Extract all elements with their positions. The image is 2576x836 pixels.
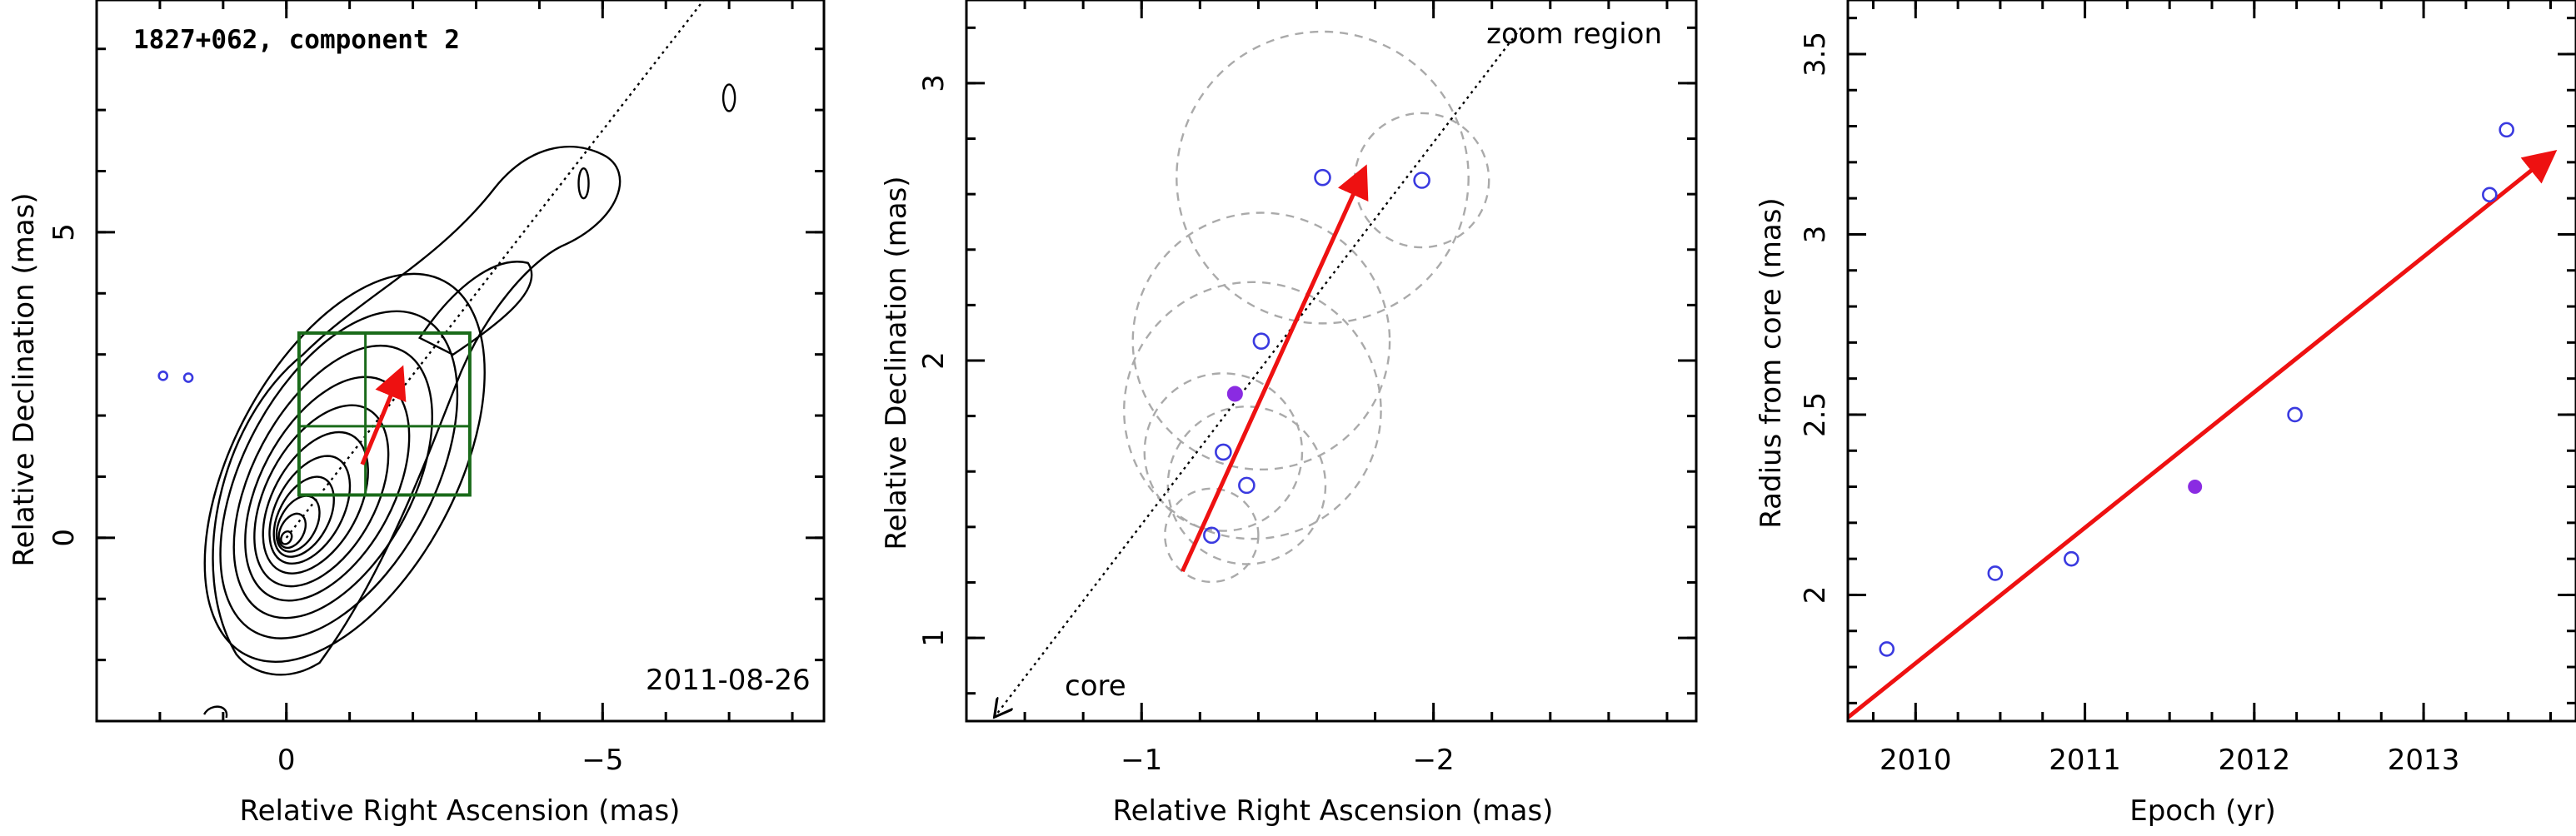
contour-jet [212,145,622,676]
panel-2-xlabel: Relative Right Ascension (mas) [1113,794,1554,828]
y-tick-label: 2 [917,351,951,370]
data-point [1314,168,1331,187]
contour-island [577,167,590,200]
panel-3-frame [1846,0,2576,723]
data-point [157,371,169,381]
panel-2-frame [965,0,1698,723]
uncertainty-circle [1123,281,1382,540]
panel-3-ylabel: Radius from core (mas) [1755,197,1788,528]
data-point [1203,526,1221,545]
uncertainty-circle [1143,372,1304,532]
contour-map [202,83,736,719]
y-tick-label: 1 [917,629,951,647]
y-tick-label: 2.5 [1799,392,1832,437]
motion-arrow [1181,164,1369,573]
panel-2: −1 −2 1 2 3 zoom region core Relative Right … [880,0,1698,828]
uncertainty-circle [1164,487,1260,584]
y-tick-label: 0 [47,529,81,547]
contour-level [280,530,293,545]
contour-level [253,404,390,588]
y-tick-label: 5 [47,223,81,241]
contour-level [232,344,433,620]
motion-arrow [360,365,407,465]
data-point [2499,122,2514,138]
contour-level [268,455,352,565]
panel-1: 0 −5 0 5 1827+062, component 2 2011-08-26 R… [7,0,826,828]
uncertainty-circle [1176,30,1470,325]
data-point [2287,406,2303,423]
panel-2-core-label: core [1065,669,1126,703]
contour-level [262,430,369,575]
contour-level [244,376,411,602]
trajectory-line [285,0,705,539]
trajectory-line [996,27,1522,715]
x-tick-label: 2013 [2388,744,2460,777]
panel-2-zoom-label: zoom region [1486,17,1662,51]
x-tick-label: −5 [582,744,623,777]
x-tick-label: 0 [277,744,296,777]
x-tick-label: 2011 [2049,744,2121,777]
panel-1-title: 1827+062, component 2 [133,25,460,55]
uncertainty-circle [1131,211,1391,471]
contour-level [203,272,486,663]
y-tick-label: 3 [1799,226,1832,244]
panel-1-frame [95,0,826,723]
panel-1-date: 2011-08-26 [646,664,811,697]
contour-level [277,512,307,550]
panel-1-ylabel: Relative Declination (mas) [7,192,41,566]
data-point [1238,476,1256,495]
data-point [1879,641,1895,657]
data-point [1413,172,1430,189]
contour-island [721,83,736,112]
data-point-filled [1226,386,1243,402]
panel-1-xlabel: Relative Right Ascension (mas) [240,794,681,828]
contour-level [272,475,335,558]
contour-level [275,495,321,553]
contour-island [202,705,228,719]
uncertainty-circle [1166,406,1327,565]
data-point-filled [2188,480,2203,495]
data-point [1215,443,1232,461]
y-tick-label: 2 [1799,586,1832,605]
data-point [1987,565,2004,581]
data-point [1252,332,1271,350]
zoom-box [297,331,472,497]
fit-arrow [1846,149,2558,719]
x-tick-label: 2010 [1880,744,1952,777]
data-point [2482,187,2498,203]
panel-3: 2010 2011 2012 2013 2 2.5 3 3.5 Epoch (yr) Radi… [1755,0,2576,828]
data-point [2063,550,2079,567]
y-tick-label: 3 [917,74,951,92]
panel-2-ylabel: Relative Declination (mas) [880,176,913,550]
contour-knot [417,261,533,356]
x-tick-label: 2012 [2219,744,2291,777]
x-tick-label: −2 [1413,744,1455,777]
x-tick-label: −1 [1121,744,1162,777]
y-tick-label: 3.5 [1799,32,1832,77]
contour-level [219,310,459,639]
data-point [182,372,194,383]
panel-3-xlabel: Epoch (yr) [2129,794,2276,828]
